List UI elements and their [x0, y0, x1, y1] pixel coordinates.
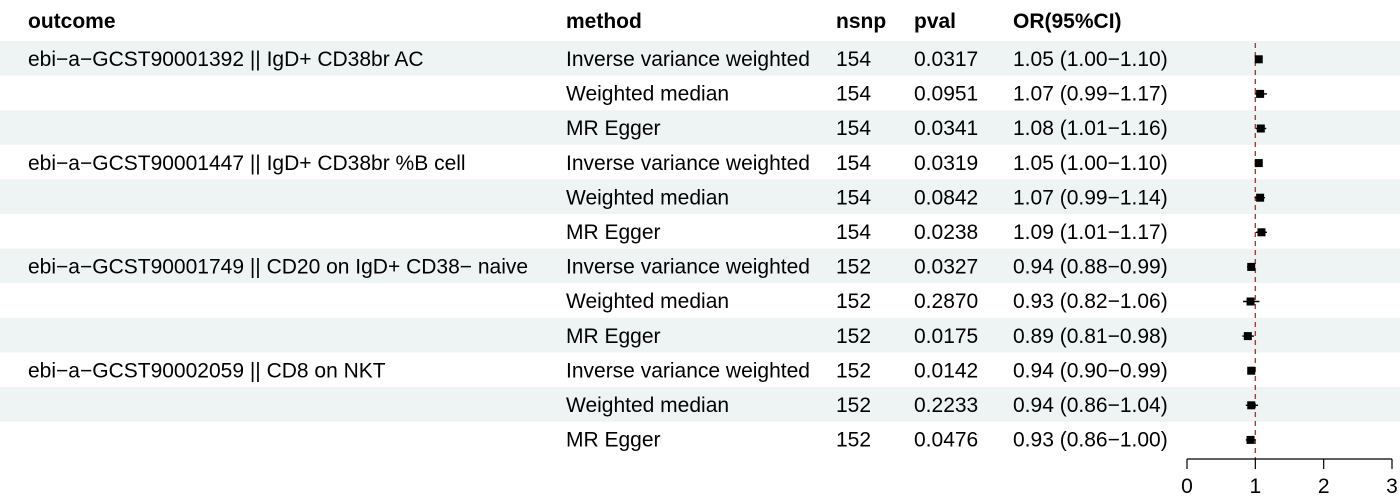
pval-value: 0.0842 [914, 186, 978, 209]
or-point [1257, 228, 1266, 237]
pval-value: 0.0142 [914, 359, 978, 382]
x-tick-label: 0 [1181, 475, 1193, 498]
method-label: MR Egger [566, 117, 661, 140]
pval-value: 0.0317 [914, 48, 978, 71]
or-ci-value: 1.09 (1.01−1.17) [1013, 221, 1168, 244]
or-ci-value: 0.94 (0.86−1.04) [1013, 394, 1168, 417]
outcome-label: ebi−a−GCST90001749 || CD20 on IgD+ CD38−… [28, 256, 528, 279]
method-label: Inverse variance weighted [566, 152, 810, 175]
nsnp-value: 152 [836, 325, 871, 348]
nsnp-value: 152 [836, 359, 871, 382]
pval-value: 0.2233 [914, 394, 978, 417]
row-stripe [0, 317, 1400, 353]
outcome-label: ebi−a−GCST90002059 || CD8 on NKT [28, 359, 386, 382]
method-label: Inverse variance weighted [566, 48, 810, 71]
or-point [1247, 401, 1256, 410]
row-stripes [0, 41, 1400, 422]
nsnp-value: 152 [836, 256, 871, 279]
method-label: Inverse variance weighted [566, 359, 810, 382]
or-point [1254, 55, 1263, 64]
pval-value: 0.0327 [914, 256, 978, 279]
method-label: Inverse variance weighted [566, 256, 810, 279]
or-point [1256, 193, 1265, 202]
nsnp-value: 152 [836, 290, 871, 313]
method-label: Weighted median [566, 394, 729, 417]
row-stripe [0, 41, 1400, 76]
or-ci-value: 1.05 (1.00−1.10) [1013, 48, 1168, 71]
header-row: outcome method nsnp pval OR(95%CI) [28, 10, 1122, 33]
method-label: Weighted median [566, 186, 729, 209]
x-tick-label: 3 [1386, 475, 1398, 498]
outcome-label: ebi−a−GCST90001447 || IgD+ CD38br %B cel… [28, 152, 466, 175]
row-stripe [0, 387, 1400, 422]
row-stripe [0, 110, 1400, 145]
nsnp-value: 154 [836, 221, 871, 244]
x-axis: 0 1 2 3 [1181, 458, 1398, 498]
or-ci-value: 1.05 (1.00−1.10) [1013, 152, 1168, 175]
nsnp-value: 154 [836, 48, 871, 71]
method-label: MR Egger [566, 429, 661, 452]
or-ci-value: 0.93 (0.86−1.00) [1013, 429, 1168, 452]
method-label: Weighted median [566, 83, 729, 106]
header-method: method [566, 10, 642, 33]
table-rows: ebi−a−GCST90001392 || IgD+ CD38br AC Inve… [28, 48, 1168, 452]
outcome-label: ebi−a−GCST90001392 || IgD+ CD38br AC [28, 48, 424, 71]
or-ci-value: 0.89 (0.81−0.98) [1013, 325, 1168, 348]
nsnp-value: 152 [836, 394, 871, 417]
header-outcome: outcome [28, 10, 116, 33]
nsnp-value: 152 [836, 429, 871, 452]
x-tick-label: 1 [1249, 475, 1261, 498]
pval-value: 0.0175 [914, 325, 978, 348]
or-point [1243, 332, 1252, 341]
method-label: MR Egger [566, 221, 661, 244]
or-point [1247, 366, 1256, 375]
or-ci-value: 0.93 (0.82−1.06) [1013, 290, 1168, 313]
method-label: MR Egger [566, 325, 661, 348]
header-nsnp: nsnp [836, 10, 886, 33]
pval-value: 0.0238 [914, 221, 978, 244]
or-ci-value: 0.94 (0.90−0.99) [1013, 359, 1168, 382]
or-ci-value: 0.94 (0.88−0.99) [1013, 256, 1168, 279]
or-ci-value: 1.07 (0.99−1.17) [1013, 83, 1168, 106]
nsnp-value: 154 [836, 152, 871, 175]
or-point [1254, 159, 1263, 168]
nsnp-value: 154 [836, 117, 871, 140]
or-point [1246, 297, 1255, 306]
row-stripe [0, 179, 1400, 214]
or-ci-value: 1.08 (1.01−1.16) [1013, 117, 1168, 140]
or-point [1246, 435, 1255, 444]
or-point [1256, 89, 1265, 98]
nsnp-value: 154 [836, 83, 871, 106]
header-pval: pval [914, 10, 956, 33]
pval-value: 0.0951 [914, 83, 978, 106]
row-stripe [0, 248, 1400, 284]
pval-value: 0.0476 [914, 429, 978, 452]
nsnp-value: 154 [836, 186, 871, 209]
pval-value: 0.2870 [914, 290, 978, 313]
or-point [1256, 124, 1265, 133]
header-or: OR(95%CI) [1013, 10, 1122, 33]
or-point [1247, 262, 1256, 271]
pval-value: 0.0341 [914, 117, 978, 140]
forest-marks [1242, 55, 1267, 444]
pval-value: 0.0319 [914, 152, 978, 175]
or-ci-value: 1.07 (0.99−1.14) [1013, 186, 1168, 209]
x-tick-label: 2 [1318, 475, 1330, 498]
method-label: Weighted median [566, 290, 729, 313]
